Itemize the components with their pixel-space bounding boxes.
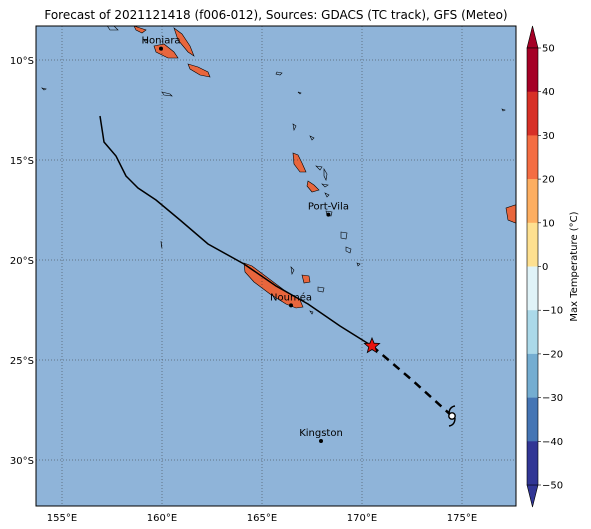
colorbar-segment: [527, 397, 538, 442]
colorbar-segment: [527, 310, 538, 355]
land-makira: [187, 63, 211, 78]
city-label: Kingston: [299, 428, 343, 439]
colorbar-segment: [527, 91, 538, 136]
colorbar-tick-label: −50: [542, 481, 563, 492]
land-fiji-edge: [505, 204, 516, 224]
land-vanikoro: [297, 91, 302, 95]
land-rotuma: [501, 108, 506, 112]
city-dot: [159, 46, 163, 51]
colorbar-tick-label: −20: [542, 349, 563, 360]
land-russell: [143, 39, 149, 44]
forecast-track-line: [371, 345, 453, 417]
lon-tick-label: 170°E: [347, 513, 377, 524]
land-malakula: [306, 180, 320, 193]
land-ouvea: [290, 266, 295, 275]
land-ambrym: [321, 183, 329, 188]
current-position-star-icon: [363, 336, 381, 354]
lat-tick-label: 30°S: [10, 456, 34, 467]
land-torres: [292, 123, 297, 131]
colorbar-segment: [527, 441, 538, 486]
colorbar-segment: [527, 179, 538, 224]
land-lifou: [301, 274, 311, 284]
land-epi: [324, 192, 330, 198]
colorbar-max-extension: [526, 25, 539, 49]
colorbar-label: Max Temperature (°C): [569, 211, 580, 321]
city-dot: [289, 303, 293, 308]
land-mare: [317, 286, 325, 293]
lon-tick-label: 160°E: [147, 513, 177, 524]
colorbar-segment: [527, 222, 538, 267]
cyclone-track: [99, 115, 456, 427]
lon-tick-label: 165°E: [247, 513, 277, 524]
colorbar-tick-label: 30: [542, 131, 555, 142]
colorbar-tick-label: 50: [542, 44, 555, 55]
land-west-reef: [41, 87, 47, 91]
land-ambae: [315, 165, 323, 171]
land-rennell: [161, 91, 173, 97]
land-aneityum: [356, 262, 361, 267]
land-banks: [309, 135, 315, 141]
colorbar: 50 40 30 20 10 0 −10 −20 −30 −40 −50 Max Temperatur…: [526, 25, 580, 508]
colorbar-tick-label: 20: [542, 175, 555, 186]
land-new-georgia: [106, 26, 119, 31]
observed-track-line: [99, 115, 373, 347]
lon-tick-label: 155°E: [47, 513, 77, 524]
land-santa-cruz: [275, 71, 283, 76]
cyclone-center-ring: [448, 412, 456, 420]
land-espiritu-santo: [292, 152, 307, 173]
land-malaita: [173, 27, 195, 57]
lat-tick-label: 25°S: [10, 356, 34, 367]
city-markers: Honiara Port-Vila Nouméa Kingston: [141, 36, 349, 443]
lat-tick-label: 10°S: [10, 56, 34, 67]
land-coral-cay: [160, 240, 163, 249]
city-label: Nouméa: [270, 291, 312, 303]
colorbar-tick-label: −40: [542, 437, 563, 448]
lon-tick-label: 175°E: [447, 513, 477, 524]
land-isabel: [133, 26, 147, 34]
cyclone-lower-arm: [448, 417, 456, 427]
city-dot: [319, 439, 323, 443]
city-label: Port-Vila: [308, 202, 349, 213]
colorbar-tick-label: 10: [542, 218, 555, 229]
land-erromango: [340, 231, 348, 240]
colorbar-tick-label: 0: [542, 262, 548, 273]
map-frame: [35, 25, 517, 507]
land-isle-of-pines: [309, 310, 314, 315]
colorbar-tick-label: −30: [542, 393, 563, 404]
colorbar-segment: [527, 353, 538, 398]
colorbar-segment: [527, 135, 538, 180]
colorbar-segment: [527, 48, 538, 92]
colorbar-tick-label: −10: [542, 306, 563, 317]
lat-tick-label: 15°S: [10, 156, 34, 167]
map-title: Forecast of 2021121418 (f006-012), Sourc…: [44, 8, 508, 22]
city-label: Honiara: [141, 36, 180, 47]
lat-tick-label: 20°S: [10, 256, 34, 267]
colorbar-min-extension: [526, 484, 539, 508]
graticule: [36, 26, 516, 506]
land-tanna: [345, 246, 352, 254]
colorbar-segment: [527, 266, 538, 311]
ocean-area: [36, 26, 516, 506]
cyclone-symbol-icon: [448, 405, 456, 427]
city-dot: [326, 212, 331, 217]
land-pentecost: [323, 167, 328, 181]
colorbar-tick-label: 40: [542, 87, 555, 98]
cyclone-upper-arm: [448, 405, 456, 415]
map-axes: 155°E 160°E 165°E 170°E 175°E 10°S 15°S 20°S 25°…: [10, 56, 477, 524]
